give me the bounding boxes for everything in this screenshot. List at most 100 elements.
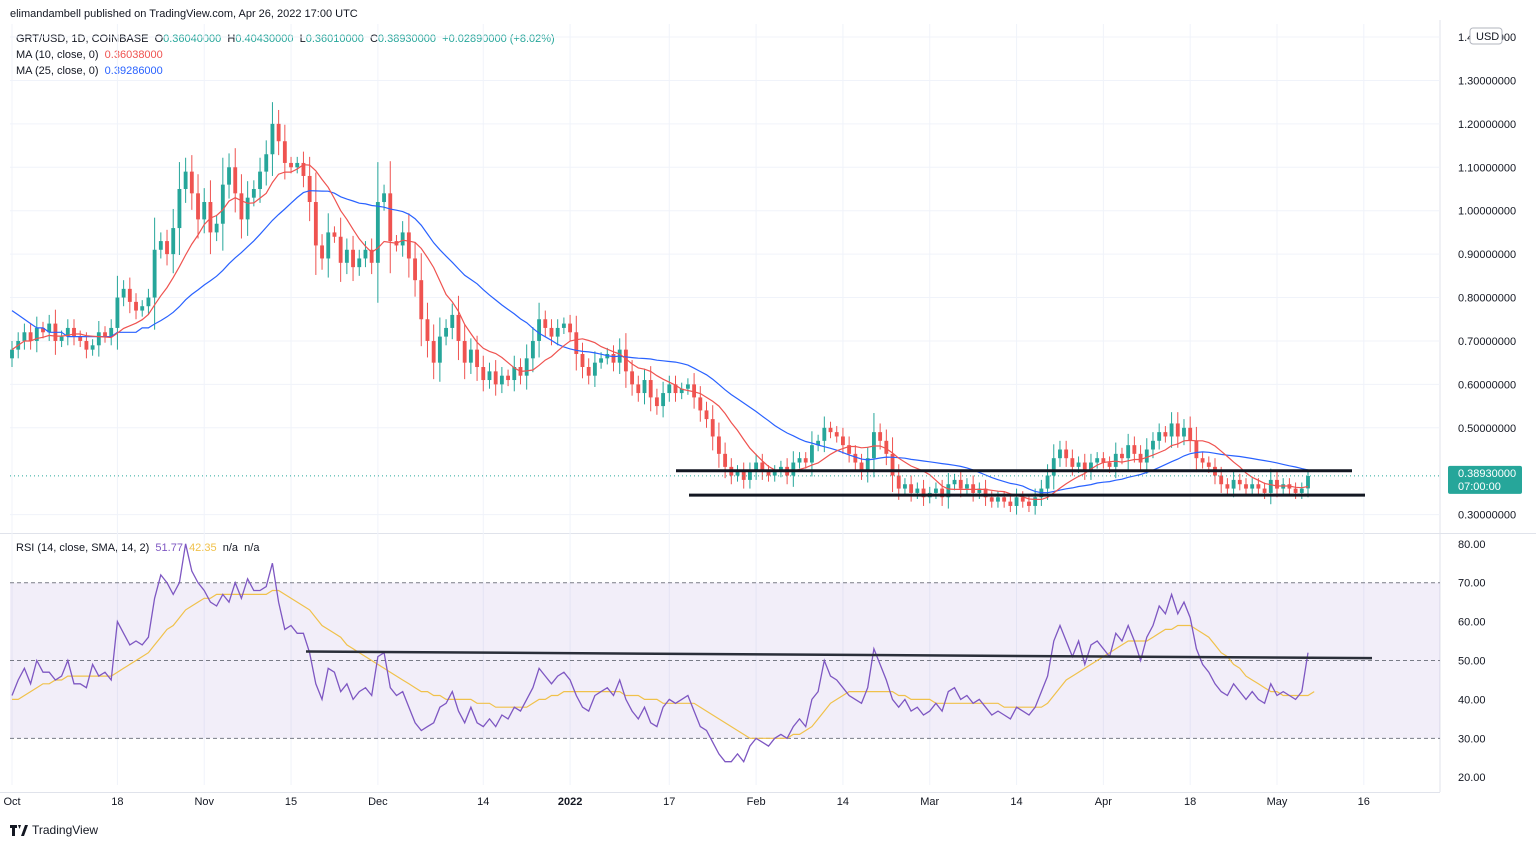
candle-body	[196, 193, 200, 220]
candle-body	[890, 453, 895, 476]
candle-body	[189, 171, 194, 194]
candle-body	[375, 202, 380, 263]
candle	[487, 362, 492, 389]
candle-body	[1157, 432, 1162, 441]
candle-body	[661, 393, 666, 407]
rsi-label: RSI (14, close, SMA, 14, 2)	[16, 542, 150, 554]
candle	[1194, 426, 1199, 473]
candle-body	[803, 458, 808, 463]
candle-body	[363, 249, 368, 259]
candle	[41, 321, 45, 339]
candle	[375, 162, 380, 303]
candle	[10, 340, 14, 368]
ma25-value: 0.39286000	[104, 65, 163, 77]
candle-body	[574, 332, 579, 354]
candle	[872, 413, 876, 478]
candle-body	[84, 340, 89, 350]
candle-body	[462, 340, 467, 363]
candle	[121, 280, 126, 307]
candle-body	[47, 323, 52, 333]
candle-body	[437, 336, 442, 363]
candle-body	[289, 162, 293, 168]
candle-body	[165, 241, 169, 255]
rsi-trend-line	[305, 650, 1373, 660]
candle-body	[537, 319, 542, 341]
candle	[282, 124, 287, 180]
candle-body	[1169, 423, 1174, 437]
low-label: L	[299, 33, 306, 45]
candle	[400, 221, 405, 257]
candle-body	[59, 336, 64, 341]
candle-body	[425, 319, 430, 341]
candle	[326, 213, 331, 278]
candle-body	[735, 471, 740, 476]
candle	[859, 453, 864, 480]
time-tick-label: 14	[1010, 796, 1022, 808]
candle-body	[406, 232, 411, 259]
candle	[388, 161, 393, 274]
candle-body	[568, 323, 573, 333]
candle	[921, 479, 926, 506]
candle	[134, 293, 138, 320]
candle-body	[623, 349, 628, 372]
candle-body	[419, 280, 424, 320]
candle-body	[915, 488, 920, 493]
ma25-line	[11, 190, 1309, 494]
price-tick-label: 0.90000000	[1458, 249, 1516, 261]
candle	[1275, 471, 1279, 498]
candle	[227, 153, 231, 199]
candle	[735, 465, 740, 482]
candle	[468, 338, 473, 374]
candle	[816, 434, 821, 452]
candle	[841, 427, 845, 454]
candle-body	[561, 323, 566, 328]
candle	[165, 229, 169, 266]
candle-body	[369, 249, 374, 263]
candle	[369, 238, 374, 275]
time-tick-label: 18	[111, 796, 123, 808]
rsi-tick-label: 80.00	[1458, 539, 1486, 551]
candle	[493, 360, 498, 396]
candle	[797, 452, 802, 469]
candle-body	[530, 340, 535, 359]
candle-body	[115, 297, 120, 328]
candle	[723, 442, 728, 479]
candle-body	[41, 327, 45, 333]
candle-body	[1132, 445, 1137, 454]
candle	[716, 422, 721, 468]
candle	[803, 452, 808, 469]
last-price-label: 0.38930000	[1458, 468, 1516, 480]
candle-body	[555, 327, 560, 337]
price-tick-label: 1.00000000	[1458, 206, 1516, 218]
candle	[59, 330, 64, 348]
candle	[1237, 473, 1242, 491]
candle-body	[636, 384, 641, 394]
candle	[22, 323, 27, 350]
price-tick-label: 0.50000000	[1458, 423, 1516, 435]
candle-body	[952, 479, 957, 485]
candle-body	[258, 171, 262, 189]
rsi-tick-label: 60.00	[1458, 617, 1486, 629]
candle-body	[344, 249, 349, 263]
candle	[555, 319, 560, 346]
price-tick-label: 0.80000000	[1458, 293, 1516, 305]
candle-body	[245, 197, 250, 220]
candle	[1200, 452, 1205, 469]
candle-body	[1182, 427, 1186, 437]
candle-body	[549, 327, 554, 337]
candle-body	[1089, 462, 1093, 472]
candle-body	[940, 488, 945, 498]
candle	[481, 355, 486, 392]
candle-body	[704, 410, 709, 420]
candle	[177, 162, 182, 255]
candle	[320, 234, 324, 270]
candle-body	[716, 436, 721, 454]
candle-body	[673, 384, 678, 394]
candle-body	[220, 184, 225, 224]
candle-body	[481, 367, 486, 381]
candle	[413, 241, 417, 297]
candle	[202, 188, 207, 234]
candle-body	[797, 458, 802, 463]
tradingview-brand[interactable]: TradingView	[10, 823, 98, 837]
